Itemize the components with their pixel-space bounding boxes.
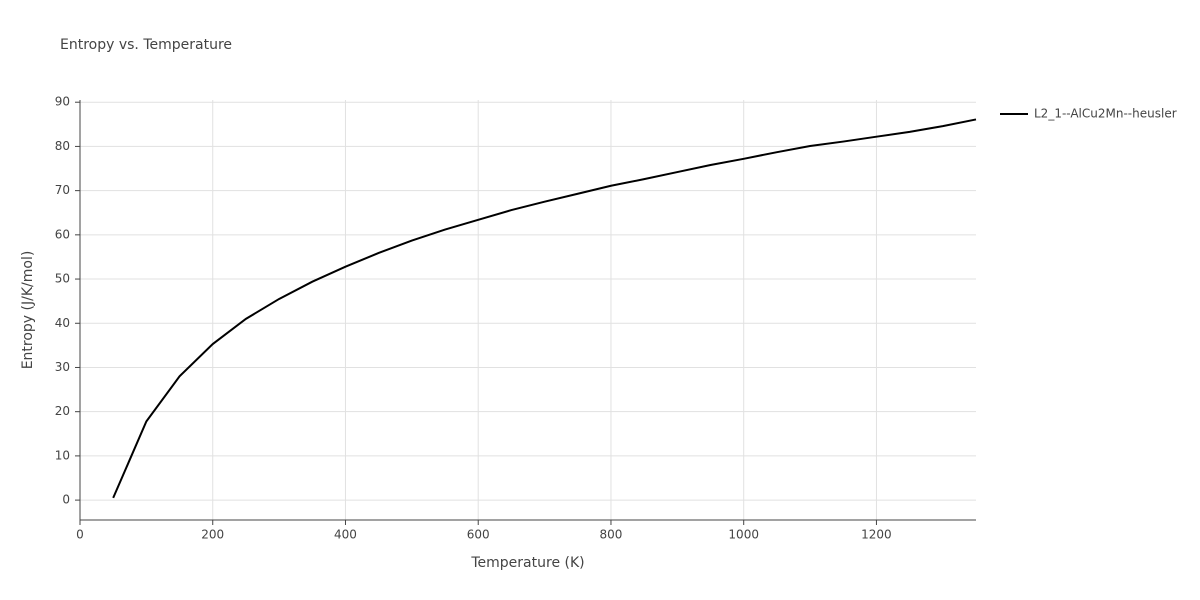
legend-label: L2_1--AlCu2Mn--heusler (1034, 107, 1177, 121)
x-tick-label: 600 (467, 528, 490, 542)
x-tick-label: 1000 (728, 528, 759, 542)
y-tick-label: 60 (55, 227, 70, 241)
x-tick-label: 400 (334, 528, 357, 542)
y-tick-label: 50 (55, 272, 70, 286)
y-tick-label: 30 (55, 360, 70, 374)
x-tick-label: 200 (201, 528, 224, 542)
y-tick-label: 20 (55, 404, 70, 418)
y-tick-label: 40 (55, 316, 70, 330)
x-axis-label: Temperature (K) (470, 555, 584, 571)
x-tick-label: 800 (600, 528, 623, 542)
y-tick-label: 0 (62, 493, 70, 507)
y-tick-label: 70 (55, 183, 70, 197)
x-tick-label: 1200 (861, 528, 892, 542)
y-tick-label: 80 (55, 139, 70, 153)
chart-title: Entropy vs. Temperature (60, 37, 232, 53)
y-tick-label: 10 (55, 448, 70, 462)
x-tick-label: 0 (76, 528, 84, 542)
y-tick-label: 90 (55, 95, 70, 109)
y-axis-label: Entropy (J/K/mol) (20, 251, 36, 370)
data-line (112, 118, 977, 499)
